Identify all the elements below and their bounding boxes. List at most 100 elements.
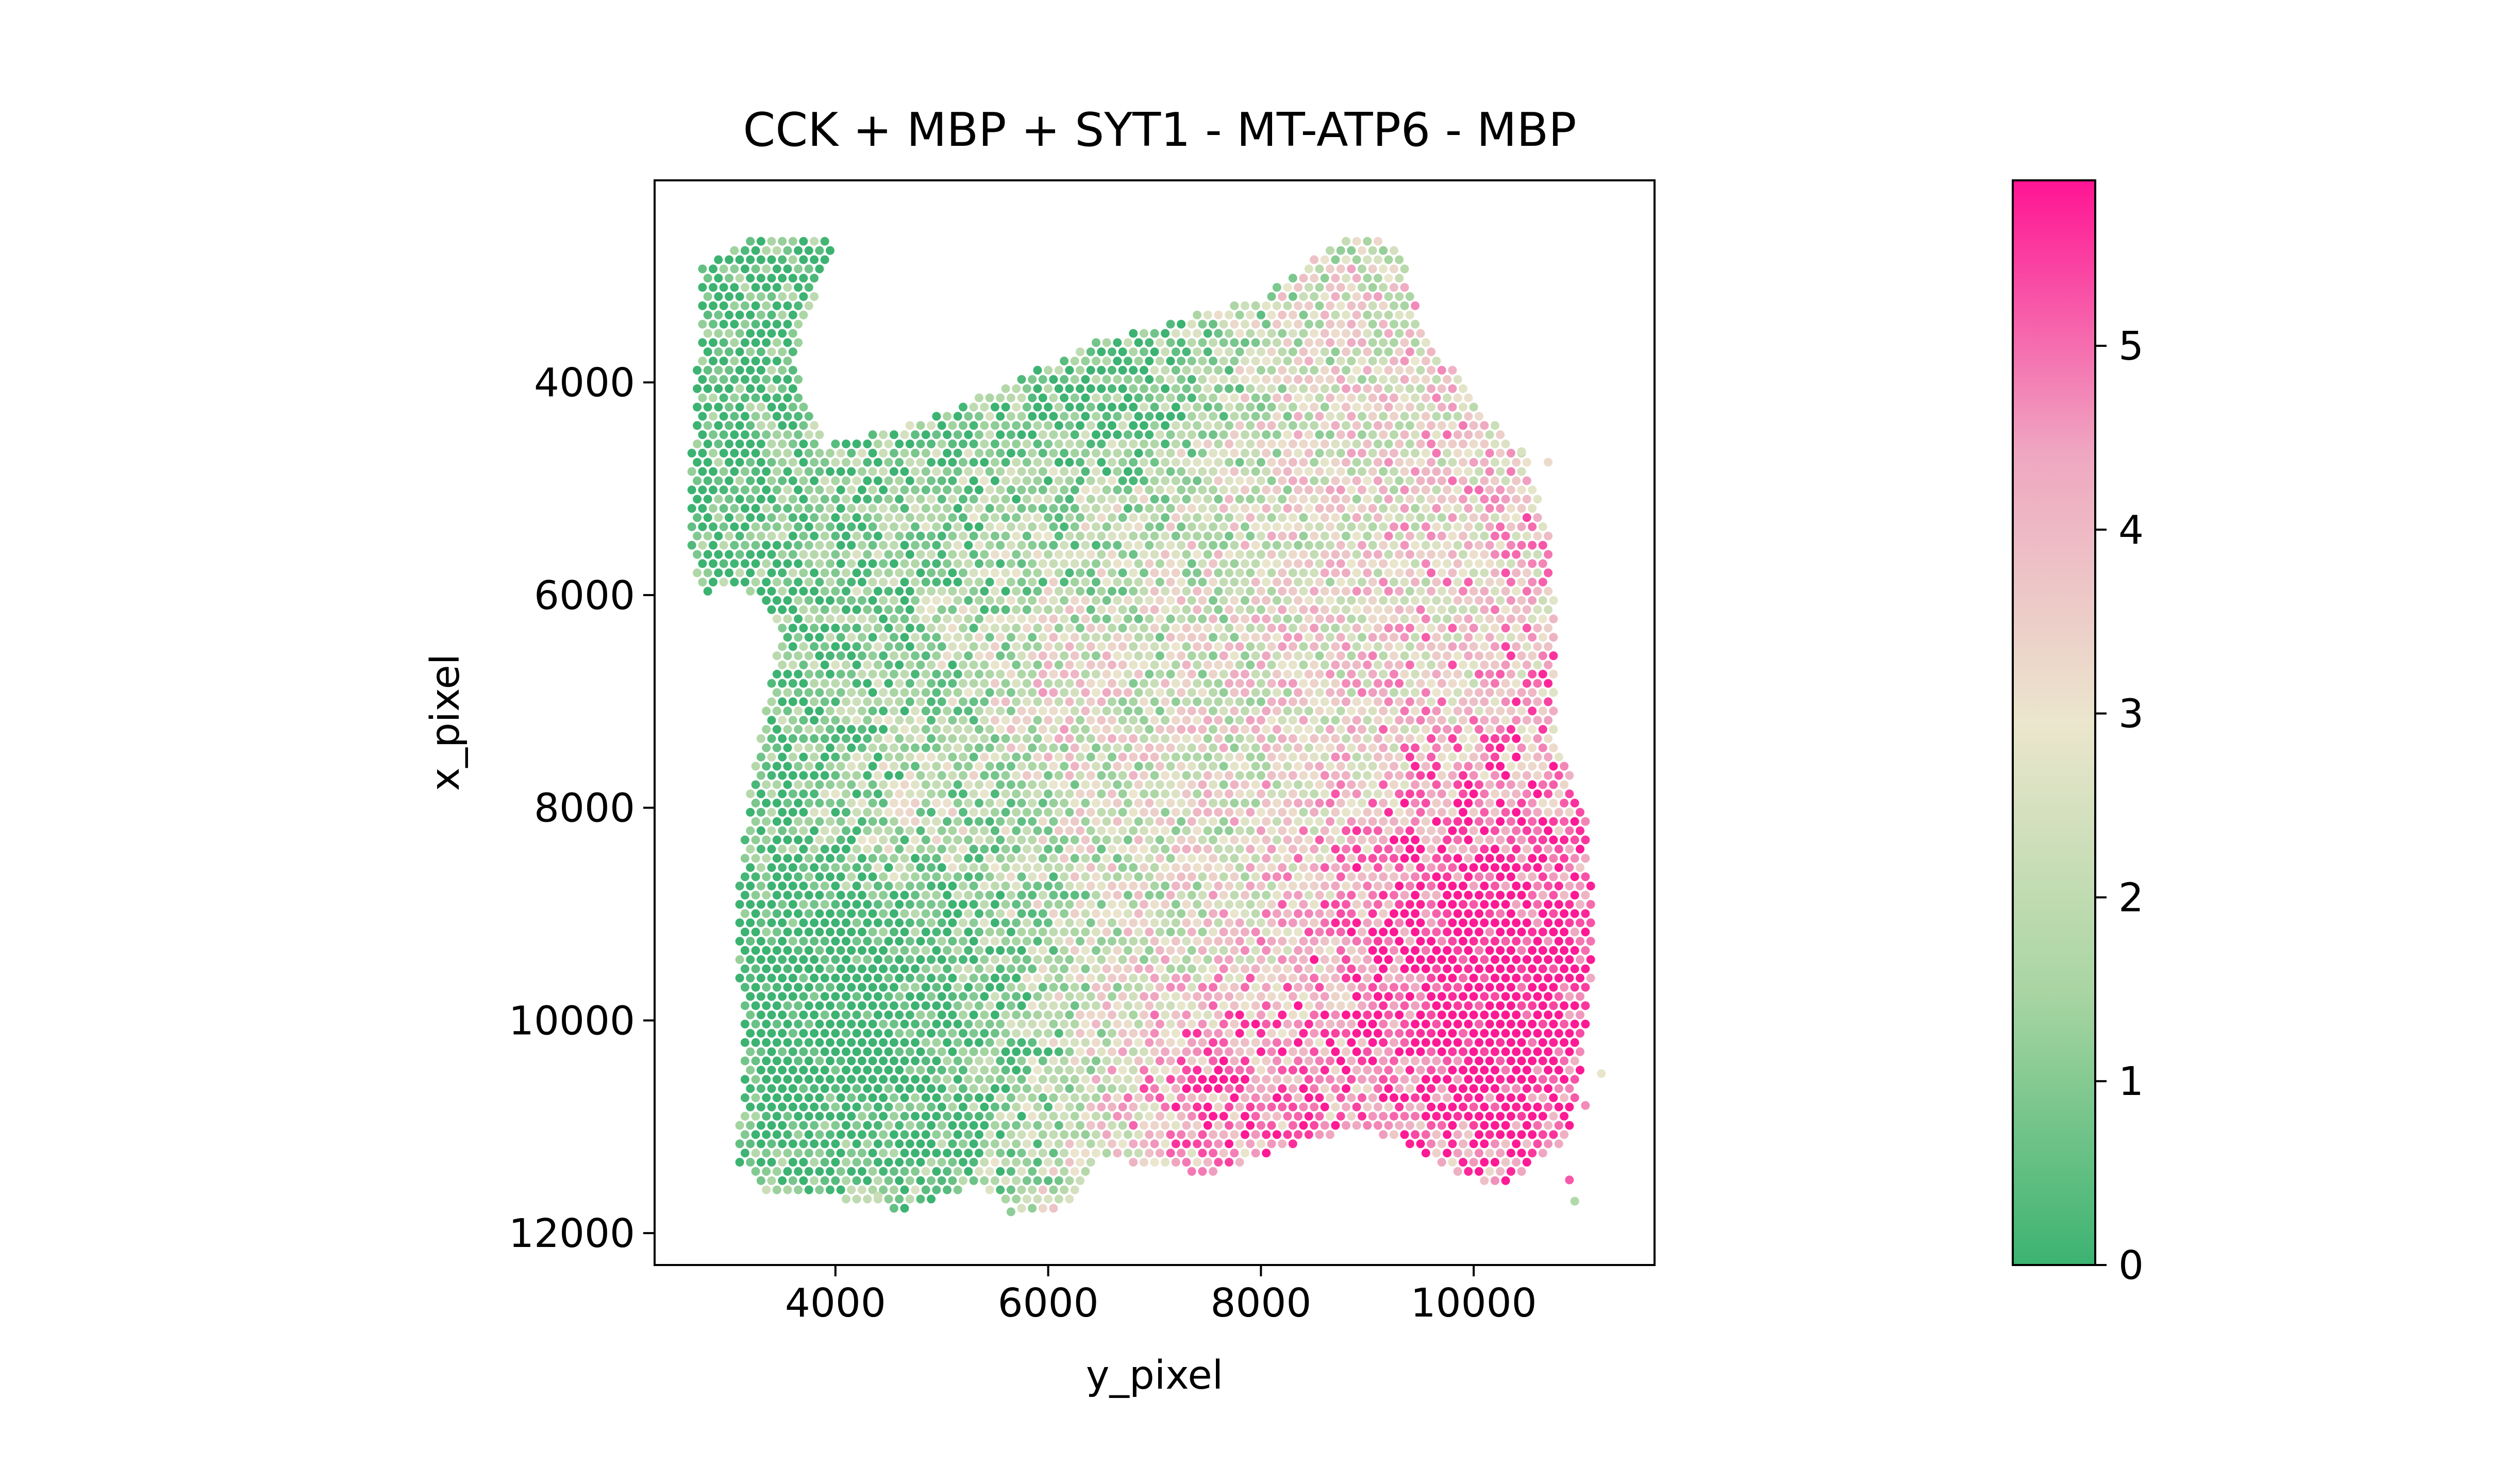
spot (1400, 467, 1409, 476)
spot (911, 725, 920, 734)
spot (1092, 633, 1100, 642)
spot (1400, 485, 1409, 495)
spot (804, 541, 813, 550)
spot (826, 246, 834, 255)
spot (1336, 485, 1345, 495)
spot (1448, 734, 1457, 743)
spot (1528, 669, 1537, 679)
spot (1315, 725, 1324, 734)
spot (1225, 863, 1233, 872)
spot (1209, 688, 1217, 697)
spot (980, 402, 989, 412)
spot (1251, 504, 1260, 513)
spot (1389, 301, 1398, 310)
spot (1480, 550, 1489, 559)
spot (810, 660, 819, 669)
spot (1490, 826, 1499, 835)
spot (1294, 485, 1303, 495)
spot (1405, 679, 1414, 688)
spot (767, 789, 776, 799)
spot (1262, 909, 1271, 918)
spot (1299, 586, 1308, 596)
spot (1459, 476, 1467, 485)
spot (1294, 854, 1303, 863)
spot (730, 467, 739, 476)
spot (1549, 799, 1558, 807)
spot (868, 890, 877, 900)
spot (1421, 614, 1430, 623)
spot (990, 642, 999, 651)
spot (863, 679, 872, 688)
spot (959, 826, 967, 835)
spot (1411, 651, 1420, 661)
spot (996, 854, 1005, 863)
spot (1549, 706, 1558, 716)
spot (1389, 835, 1398, 845)
spot (1065, 771, 1074, 780)
spot (1485, 448, 1494, 458)
spot (1448, 513, 1457, 522)
spot (1097, 826, 1106, 835)
spot (943, 578, 952, 587)
spot (794, 412, 803, 421)
spot (1251, 872, 1260, 881)
spot (1006, 725, 1015, 734)
spot (1522, 513, 1531, 522)
spot (1448, 826, 1457, 835)
spot (1315, 614, 1324, 623)
spot (1315, 799, 1324, 807)
spot (1464, 799, 1473, 807)
spot (1166, 412, 1175, 421)
spot (873, 568, 882, 578)
spot (1379, 633, 1388, 642)
spot (948, 623, 957, 633)
spot (842, 826, 850, 835)
spot (772, 430, 781, 440)
spot (831, 458, 840, 467)
spot (905, 697, 914, 706)
spot (857, 743, 866, 752)
spot (1203, 863, 1212, 872)
spot (1352, 789, 1361, 799)
spot (1304, 467, 1313, 476)
spot (1235, 550, 1244, 559)
spot (921, 596, 930, 605)
spot (1326, 412, 1334, 421)
spot (1368, 393, 1377, 402)
spot (1352, 568, 1361, 578)
spot (916, 476, 925, 485)
spot (1490, 918, 1499, 927)
spot (1161, 918, 1170, 927)
spot (1219, 799, 1228, 807)
spot (810, 458, 819, 467)
spot (1102, 357, 1111, 366)
spot (735, 476, 744, 485)
spot (1113, 559, 1122, 568)
spot (767, 531, 776, 541)
spot (1336, 743, 1345, 752)
spot (1065, 495, 1074, 504)
spot (1060, 669, 1069, 679)
spot (794, 817, 803, 826)
spot (1246, 623, 1255, 633)
spot (1538, 890, 1547, 900)
spot (959, 568, 967, 578)
spot (1150, 660, 1159, 669)
spot (884, 642, 893, 651)
spot (1262, 485, 1271, 495)
spot (1368, 762, 1377, 771)
spot (1469, 734, 1478, 743)
spot (1214, 881, 1223, 890)
spot (857, 485, 866, 495)
spot (969, 440, 978, 448)
spot (985, 467, 994, 476)
spot (943, 504, 952, 513)
spot (810, 881, 819, 890)
spot (799, 274, 808, 283)
spot (842, 752, 850, 762)
spot (1006, 614, 1015, 623)
spot (1155, 467, 1164, 476)
spot (1549, 596, 1558, 605)
spot (1389, 264, 1398, 274)
spot (943, 706, 952, 716)
